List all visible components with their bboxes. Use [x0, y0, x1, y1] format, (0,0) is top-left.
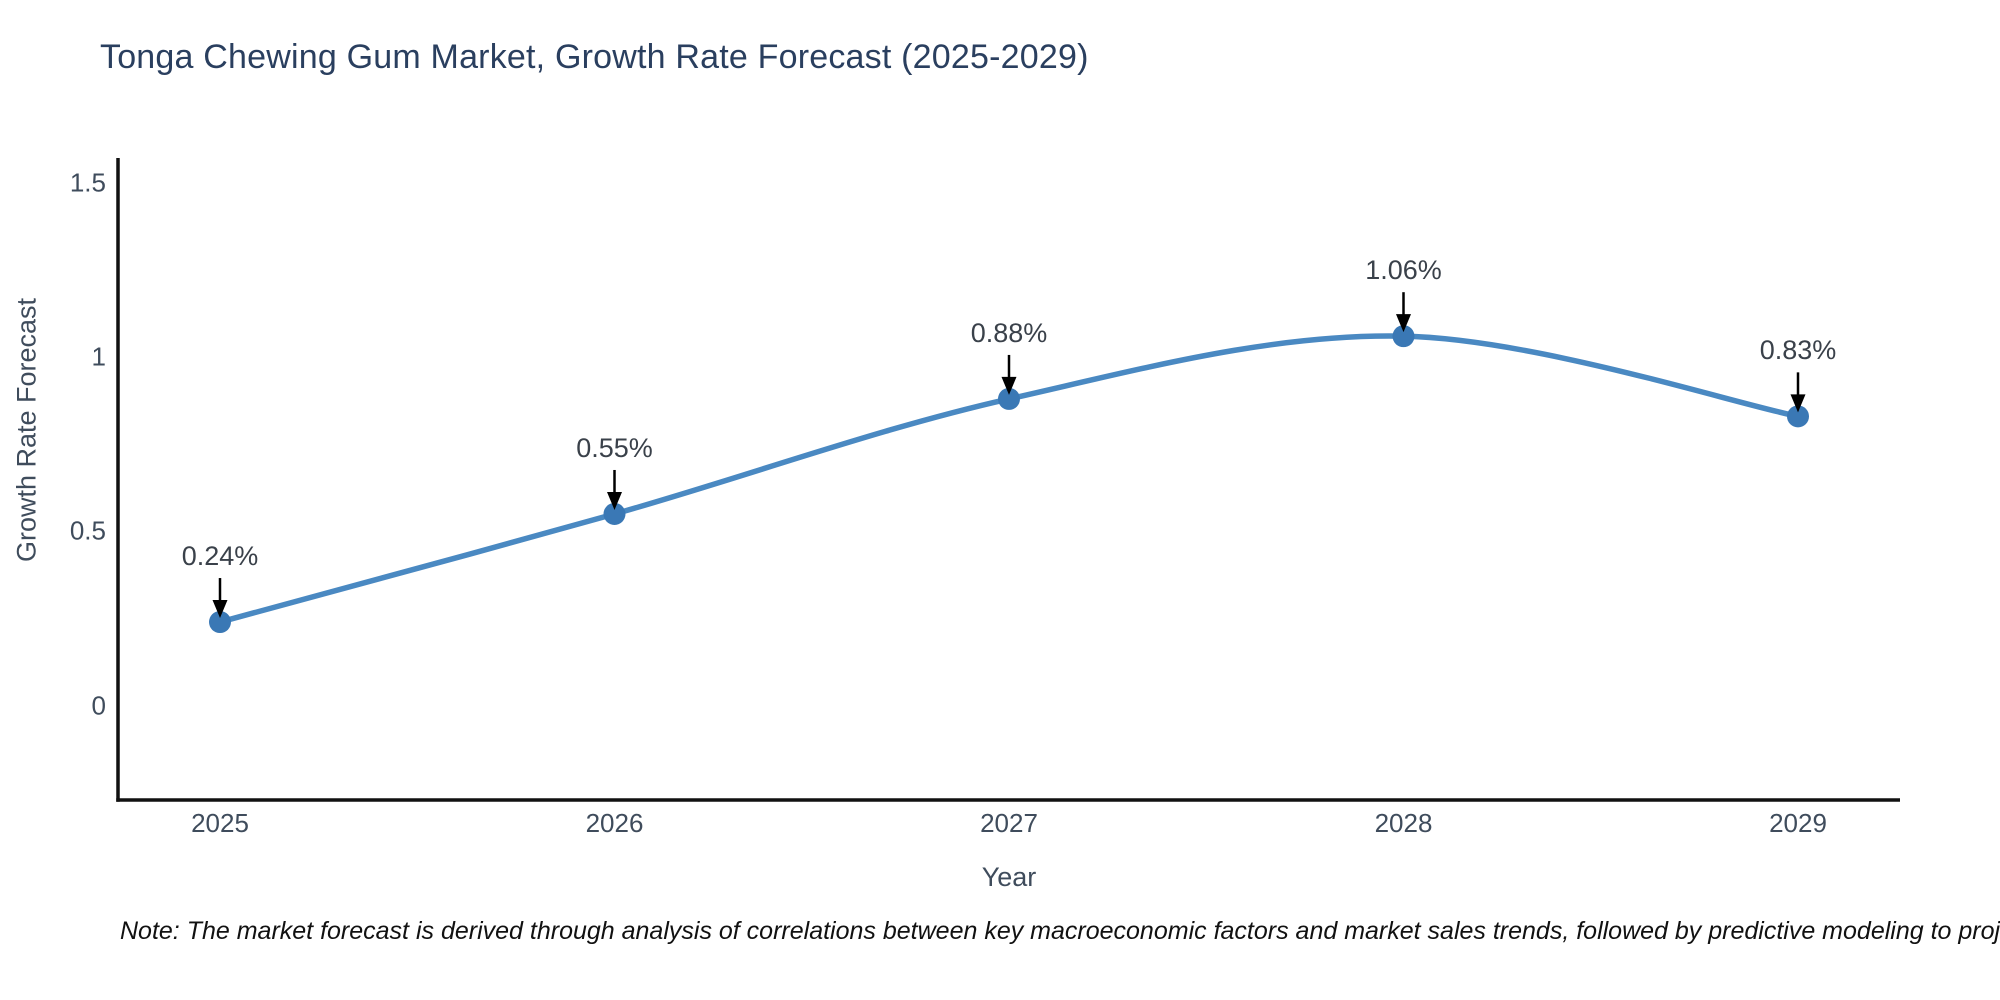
data-point-label: 1.06% — [1365, 255, 1442, 286]
x-tick-label: 2029 — [1769, 808, 1827, 838]
x-tick-label: 2026 — [585, 808, 644, 838]
annotation-arrow-head — [1001, 376, 1017, 395]
data-point-marker — [998, 387, 1020, 410]
data-point-label: 0.83% — [1759, 335, 1837, 366]
data-point-label: 0.88% — [970, 317, 1048, 348]
data-point-label: 0.55% — [576, 432, 653, 463]
x-tick-label: 2028 — [1374, 808, 1433, 838]
annotation-arrow-head — [607, 491, 622, 510]
x-tick-label: 2027 — [980, 808, 1038, 838]
data-point-label: 0.24% — [181, 541, 259, 572]
data-point-marker — [1392, 325, 1415, 348]
x-tick-label: 2025 — [191, 808, 249, 838]
y-tick-label: 0 — [91, 690, 106, 721]
y-axis-title: Growth Rate Forecast — [11, 297, 42, 563]
y-tick-label: 0.5 — [69, 515, 106, 546]
footnote: Note: The market forecast is derived thr… — [120, 917, 2000, 945]
chart-title: Tonga Chewing Gum Market, Growth Rate Fo… — [100, 38, 1089, 76]
annotation-arrow-head — [1396, 314, 1411, 333]
y-tick-label: 1 — [91, 341, 106, 372]
y-tick-label: 1.5 — [69, 167, 106, 198]
x-axis-title: Year — [981, 862, 1037, 892]
data-point-marker — [1787, 405, 1809, 428]
annotation-arrow-head — [212, 600, 228, 619]
annotation-arrow-head — [1790, 394, 1806, 413]
data-point-marker — [209, 611, 231, 634]
data-point-marker — [603, 502, 626, 525]
